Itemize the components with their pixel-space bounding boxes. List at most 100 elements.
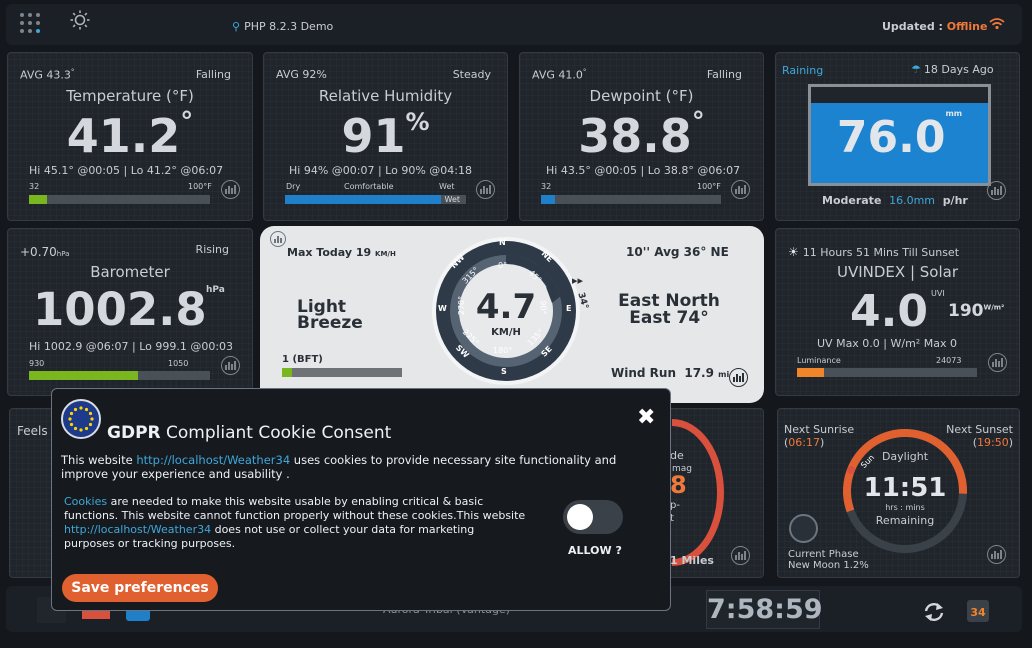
wind-run-label: Wind Run (611, 366, 676, 380)
rain-last: ☂ 18 Days Ago (911, 63, 994, 76)
updated-label: Updated : (882, 20, 947, 33)
moon-phase-icon (789, 514, 818, 543)
rain-last-value: 18 Days Ago (923, 63, 994, 76)
dewpoint-chart-icon[interactable] (731, 180, 750, 199)
temperature-avg-unit: ° (70, 68, 75, 76)
luminance-bar (797, 368, 977, 377)
uv-max: UV Max 0.0 | W/m² Max 0 (817, 337, 957, 350)
lightning-distance: 1 Miles (670, 554, 714, 567)
close-icon[interactable]: ✖ (637, 405, 656, 430)
next-sunrise-time: 06:17 (788, 436, 820, 449)
wind-speed-unit: KM/H (491, 327, 521, 338)
temperature-chart-icon[interactable] (221, 180, 240, 199)
rain-panel: Raining ☂ 18 Days Ago 76.0mm Moderate 16.… (775, 52, 1020, 221)
humidity-scale-comfortable: Comfortable (344, 182, 394, 191)
humidity-unit: % (405, 107, 430, 136)
barometer-chart-icon[interactable] (221, 356, 240, 375)
wind-direction-line1: East North (618, 291, 720, 311)
daylight-chart-icon[interactable] (987, 545, 1006, 564)
rain-rate-unit: p/hr (942, 194, 968, 207)
barometer-scale-min: 930 (29, 359, 45, 368)
wind-max-unit: KM/H (375, 250, 396, 258)
barometer-bar (29, 371, 210, 380)
lightning-partial-1: de (670, 449, 684, 462)
temperature-value: 41.2° (8, 107, 252, 163)
dewpoint-avg: AVG 41.0° (532, 68, 586, 82)
save-preferences-button[interactable]: Save preferences (62, 574, 218, 602)
barometer-change-unit: hPa (56, 250, 70, 258)
footer-clock: 7:58:59 (706, 590, 823, 629)
wind-bft-bar-fill (282, 368, 292, 377)
sunset-countdown-text: 11 Hours 51 Mins Till Sunset (802, 245, 960, 259)
rain-chart-icon[interactable] (987, 181, 1006, 200)
lightning-partial-2: mag (672, 464, 692, 474)
uv-value: 4.0 (850, 286, 928, 337)
moon-phase-label: Current Phase (788, 549, 859, 560)
barometer-trend: Rising (195, 243, 229, 256)
dewpoint-title: Dewpoint (°F) (589, 87, 694, 105)
dewpoint-avg-value: AVG 41.0 (532, 68, 583, 82)
lightning-partial-5: t (670, 513, 674, 524)
cookie-paragraph-1: This website http://localhost/Weather34 … (61, 453, 656, 481)
barometer-title: Barometer (90, 263, 170, 281)
dewpoint-bar (541, 195, 721, 204)
uv-panel: ☀ 11 Hours 51 Mins Till Sunset UVINDEX | … (775, 228, 1020, 396)
wind-panel: Max Today 19 KM/H Light Breeze 1 (BFT) N … (260, 226, 764, 403)
wind-max-value: 19 (355, 246, 372, 259)
temperature-panel: AVG 43.3° Falling Temperature (°F) 41.2°… (7, 52, 253, 221)
humidity-value: 91% (264, 107, 507, 163)
lightning-chart-icon[interactable] (731, 546, 750, 565)
sunset-countdown: ☀ 11 Hours 51 Mins Till Sunset (788, 245, 959, 259)
cookie-p2-text-b: does not use or collect your data for ma… (64, 523, 475, 550)
wind-direction-arrows: ▸▸ (572, 274, 584, 287)
refresh-icon[interactable] (923, 601, 945, 623)
uv-value-unit: UVI (931, 289, 945, 298)
humidity-chart-icon[interactable] (476, 180, 495, 199)
cookie-p2-link-cookies[interactable]: Cookies (64, 495, 108, 508)
wind-run: Wind Run 17.9 mi (611, 366, 729, 380)
weather34-badge[interactable]: 34 (967, 600, 989, 622)
wind-direction-line2: East 74° (629, 308, 709, 328)
humidity-bar-fill (285, 195, 441, 204)
solar-number: 190 (948, 301, 984, 321)
temperature-avg-value: AVG 43.3 (20, 68, 71, 82)
cookie-p1-link[interactable]: http://localhost/Weather34 (136, 453, 291, 467)
solar-unit: W/m² (983, 303, 1005, 312)
menu-grid-icon[interactable] (18, 11, 42, 35)
temperature-trend: Falling (195, 68, 231, 81)
next-sunset-time: 19:50 (977, 436, 1009, 449)
daylight-value: 11:51 (863, 473, 947, 503)
compass-w: W (438, 304, 447, 313)
next-sunset: Next Sunset (19:50) (946, 423, 1013, 449)
barometer-change: +0.70hPa (20, 245, 69, 259)
eu-flag-icon (61, 399, 101, 439)
wind-desc-line1: Light (297, 297, 347, 317)
allow-toggle[interactable] (563, 500, 623, 534)
moon-phase: Current Phase New Moon 1.2% (788, 549, 869, 571)
theme-sun-icon[interactable] (70, 10, 90, 30)
wind-speed: 4.7 (475, 287, 537, 327)
dewpoint-value: 38.8° (520, 107, 763, 163)
temperature-bar-fill (29, 195, 48, 204)
dewpoint-number: 38.8 (578, 109, 692, 163)
barometer-bar-fill (29, 371, 138, 380)
cookie-title: GDPR Compliant Cookie Consent (107, 423, 391, 443)
dewpoint-trend: Falling (706, 68, 742, 81)
wind-run-value: 17.9 (684, 366, 714, 380)
cookie-title-rest: Compliant Cookie Consent (160, 423, 392, 443)
dewpoint-scale-min: 32 (541, 182, 552, 191)
temperature-scale-max: 100°F (188, 182, 212, 191)
rain-rate: Moderate 16.0mm p/hr (822, 194, 968, 207)
cookie-p2-link[interactable]: http://localhost/Weather34 (64, 523, 212, 536)
humidity-trend: Steady (452, 68, 491, 81)
cookie-title-bold: GDPR (107, 423, 161, 443)
umbrella-icon: ☂ (911, 63, 921, 76)
temperature-number: 41.2 (66, 109, 181, 163)
wind-corner-icon[interactable] (270, 231, 286, 247)
cookie-p2-text-a: are needed to make this website usable b… (64, 495, 526, 522)
barometer-panel: +0.70hPa Rising Barometer 1002.8 hPa Hi … (7, 228, 253, 396)
wind-chart-icon[interactable] (729, 368, 748, 387)
humidity-panel: AVG 92% Steady Relative Humidity 91% Hi … (263, 52, 508, 221)
uv-chart-icon[interactable] (988, 353, 1007, 372)
wind-desc-line2: Breeze (297, 313, 363, 333)
